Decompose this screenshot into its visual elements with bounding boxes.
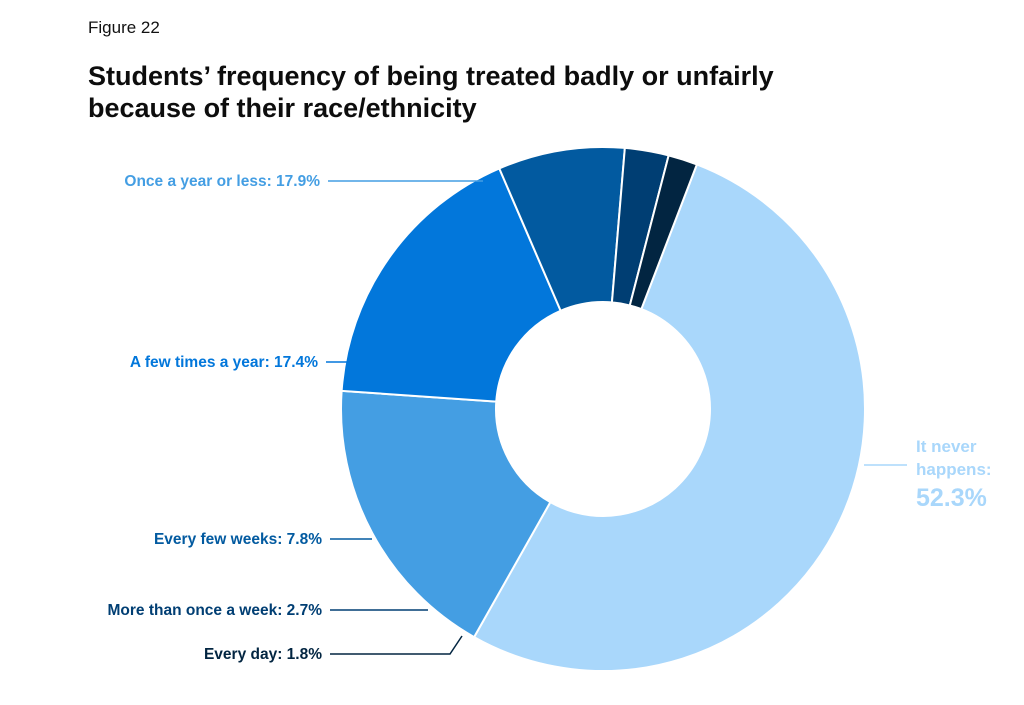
slice-every-day	[628, 154, 699, 311]
data-label-it-never-happens-line-1: It never	[916, 437, 977, 456]
data-label-once-a-year-or-less: Once a year or less: 17.9%	[124, 173, 320, 190]
data-label-every-day: Every day: 1.8%	[204, 646, 322, 663]
chart-title-line-1: Students’ frequency of being treated bad…	[88, 61, 774, 91]
leader-line-every-day	[330, 635, 463, 655]
data-label-more-than-once-a-week: More than once a week: 2.7%	[108, 602, 323, 619]
data-label-it-never-happens-line-2: happens:	[916, 460, 992, 479]
chart-title: Students’ frequency of being treated bad…	[88, 60, 928, 125]
data-label-every-few-weeks: Every few weeks: 7.8%	[154, 531, 322, 548]
data-label-it-never-happens-line-3: 52.3%	[916, 484, 987, 512]
slice-a-few-times-a-year	[340, 167, 562, 403]
chart-title-line-2: because of their race/ethnicity	[88, 93, 477, 124]
slice-once-a-year-or-less	[340, 389, 552, 639]
figure-label: Figure 22	[88, 18, 160, 37]
slice-labels: Once a year or less: 17.9% A few times a …	[108, 173, 992, 663]
donut-slices	[340, 146, 866, 673]
slice-it-never-happens	[472, 163, 866, 673]
data-label-a-few-times-a-year: A few times a year: 17.4%	[130, 354, 318, 371]
